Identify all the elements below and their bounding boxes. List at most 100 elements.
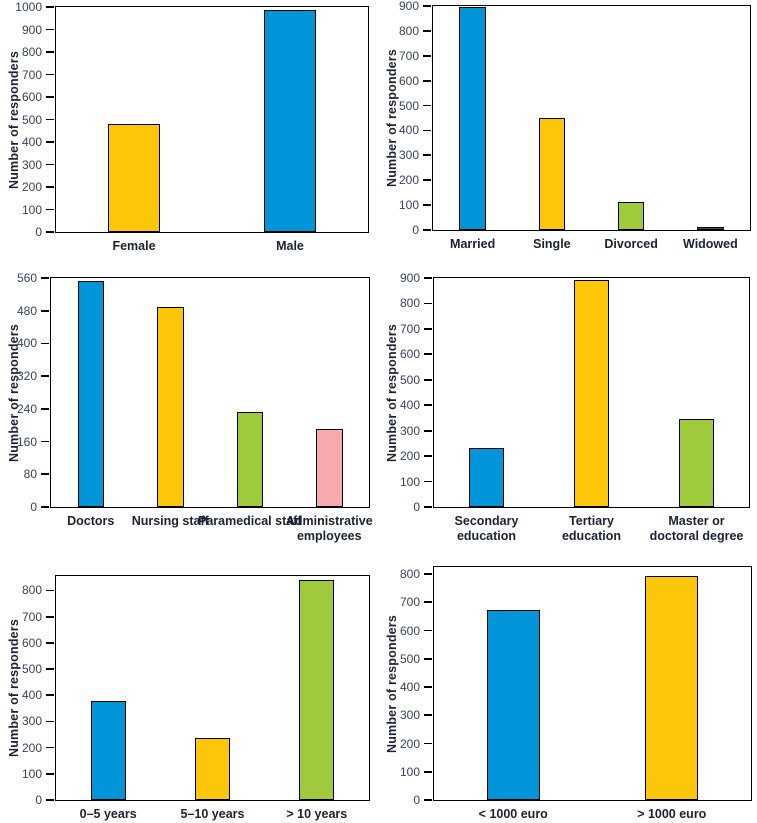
y-tick-label: 200 [21, 180, 42, 194]
bar-10-years [299, 579, 335, 800]
bar-administrative-employees [316, 429, 343, 507]
y-tick-label: 300 [398, 148, 419, 163]
y-tick-label: 700 [398, 48, 419, 63]
y-tick-label: 300 [21, 714, 42, 729]
x-category-label: > 1000 euro [637, 807, 707, 821]
y-tick-mark [424, 686, 432, 688]
y-tick-label: 800 [399, 296, 420, 311]
chart-marital-status: Number of responders 0 100 200 300 400 500 600… [378, 0, 757, 258]
y-tick-label: 600 [21, 90, 42, 104]
y-tick-label: 600 [21, 635, 42, 650]
bar-0-5-years [90, 700, 126, 800]
bar-master-or-doctoral-degree [679, 419, 714, 507]
y-tick-label: 100 [398, 198, 419, 213]
bar-1000-euro [645, 576, 699, 800]
y-tick-label: 100 [21, 766, 42, 781]
y-tick-mark [46, 208, 54, 211]
y-tick-label: 700 [21, 67, 42, 82]
y-tick-mark [41, 277, 49, 279]
y-tick-label: 700 [399, 595, 420, 610]
y-tick-label: 240 [16, 401, 37, 416]
y-tick-label: 300 [399, 708, 420, 723]
y-tick-label: 900 [398, 0, 419, 13]
x-category-label: > 10 years [286, 807, 348, 821]
y-tick-mark [424, 799, 432, 801]
y-tick-label: 0 [413, 793, 420, 807]
y-tick-mark [423, 154, 431, 157]
y-tick-mark [41, 375, 49, 378]
plot-area [55, 6, 369, 233]
y-tick-mark [423, 229, 431, 231]
y-tick-label: 200 [21, 740, 42, 755]
y-tick-label: 560 [16, 271, 37, 285]
y-tick-label: 320 [16, 369, 37, 384]
y-tick-mark [424, 302, 432, 305]
y-tick-mark [46, 51, 54, 53]
y-tick-mark [46, 6, 54, 8]
y-tick-mark [46, 746, 54, 749]
y-tick-mark [41, 440, 49, 443]
y-tick-mark [423, 129, 431, 132]
y-tick-label: 300 [21, 157, 42, 172]
y-tick-mark [424, 277, 432, 279]
y-tick-label: 400 [16, 336, 37, 351]
y-tick-mark [46, 73, 54, 76]
y-tick-mark [423, 104, 431, 107]
y-tick-label: 400 [398, 123, 419, 138]
y-tick-label: 400 [399, 680, 420, 695]
y-tick-mark [424, 657, 432, 660]
x-category-label: < 1000 euro [478, 807, 548, 821]
y-tick-label: 800 [21, 583, 42, 598]
bar-secondary-education [469, 448, 504, 507]
y-tick-label: 480 [16, 303, 37, 318]
x-category-label: Secondary education [454, 514, 519, 543]
y-tick-label: 800 [21, 45, 42, 59]
y-tick-mark [423, 204, 431, 206]
y-tick-mark [423, 5, 431, 7]
y-tick-mark [41, 473, 49, 476]
y-tick-label: 600 [399, 347, 420, 362]
y-tick-mark [46, 118, 54, 121]
y-axis-title: Number of responders [385, 323, 399, 462]
bar-paramedical-staff [236, 411, 263, 507]
bar-tertiary-education [574, 279, 609, 507]
chart-profession: Number of responders 0 80 160 240 320 400 480 5… [0, 258, 378, 550]
y-tick-label: 200 [399, 736, 420, 751]
y-tick-mark [46, 186, 54, 188]
y-tick-label: 160 [16, 434, 37, 449]
y-tick-label: 800 [398, 23, 419, 38]
y-tick-mark [424, 506, 432, 508]
chart-gender: Number of responders 0 100 200 300 400 500 600… [0, 0, 378, 258]
y-tick-mark [41, 407, 49, 410]
y-tick-mark [46, 720, 54, 723]
y-tick-mark [46, 96, 54, 98]
y-tick-label: 400 [21, 688, 42, 703]
y-axis-title: Number of responders [385, 48, 399, 188]
bar-divorced [617, 201, 645, 230]
bar-5-10-years [195, 737, 230, 800]
y-tick-mark [41, 342, 49, 345]
y-tick-label: 0 [413, 500, 420, 514]
y-tick-mark [46, 231, 54, 233]
y-tick-mark [46, 163, 54, 166]
y-tick-mark [41, 309, 49, 312]
y-tick-label: 100 [21, 202, 42, 217]
y-tick-label: 400 [21, 135, 42, 149]
bar-single [538, 118, 566, 230]
y-tick-label: 500 [21, 112, 42, 127]
chart-years-of-experience: Number of responders 0 100 200 300 400 500 600… [0, 550, 378, 823]
x-category-label: Married [450, 237, 496, 251]
x-category-label: Master or doctoral degree [649, 514, 744, 543]
y-tick-mark [424, 429, 432, 432]
x-category-label: Female [112, 239, 156, 253]
y-tick-mark [424, 455, 432, 457]
y-tick-label: 200 [398, 173, 419, 188]
y-tick-label: 900 [399, 271, 420, 285]
bar-doctors [77, 280, 104, 507]
y-tick-label: 200 [399, 449, 420, 464]
y-tick-mark [424, 714, 432, 717]
x-category-label: Tertiary education [561, 514, 622, 543]
y-tick-mark [424, 601, 432, 604]
bar-male [264, 10, 316, 232]
y-tick-label: 0 [35, 225, 42, 239]
